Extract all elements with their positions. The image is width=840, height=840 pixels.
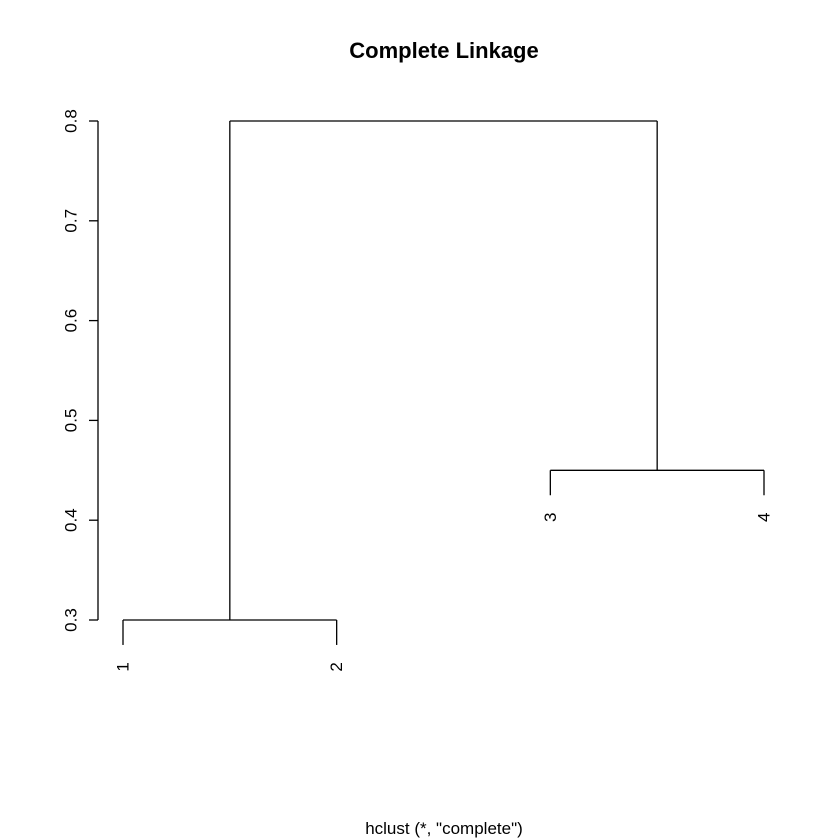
leaf-label: 1 bbox=[114, 662, 133, 671]
y-tick-label: 0.8 bbox=[62, 109, 81, 133]
y-tick-label: 0.5 bbox=[62, 409, 81, 433]
y-tick-label: 0.4 bbox=[62, 508, 81, 532]
leaf-label: 3 bbox=[541, 513, 560, 522]
dendrogram-links bbox=[122, 120, 765, 645]
leaf-label: 4 bbox=[755, 513, 774, 522]
y-tick-label: 0.6 bbox=[62, 309, 81, 333]
leaf-labels: 1 2 3 4 bbox=[114, 513, 774, 672]
y-tick-label: 0.7 bbox=[62, 209, 81, 233]
chart-title: Complete Linkage bbox=[349, 38, 538, 63]
y-tick-label: 0.3 bbox=[62, 608, 81, 632]
leaf-label: 2 bbox=[327, 662, 346, 671]
y-axis: 0.3 0.4 0.5 0.6 0.7 0.8 bbox=[62, 109, 99, 632]
x-axis-sublabel: hclust (*, "complete") bbox=[365, 819, 523, 838]
